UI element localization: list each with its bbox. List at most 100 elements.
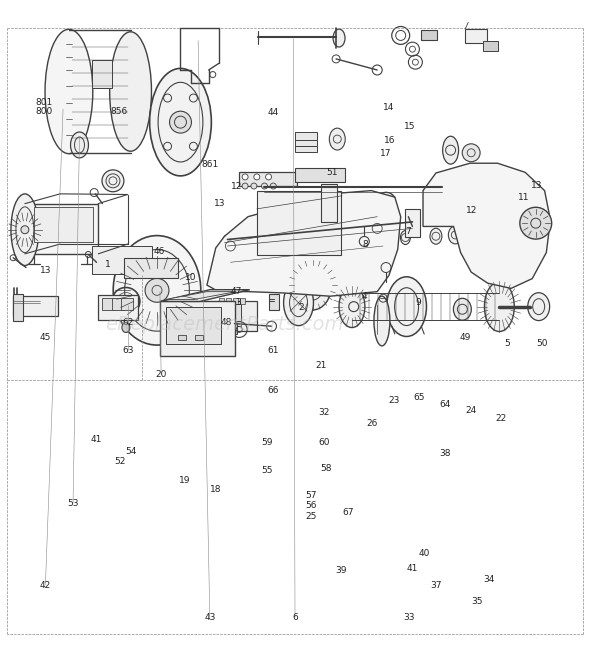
Circle shape <box>242 183 248 189</box>
Ellipse shape <box>169 111 191 133</box>
Bar <box>226 298 231 304</box>
Bar <box>112 298 124 310</box>
Ellipse shape <box>430 229 442 244</box>
Ellipse shape <box>122 322 130 333</box>
Ellipse shape <box>284 280 313 326</box>
Text: 7: 7 <box>405 227 411 236</box>
Ellipse shape <box>527 293 550 320</box>
Text: 13: 13 <box>531 181 543 190</box>
Bar <box>160 301 235 356</box>
Circle shape <box>462 144 480 162</box>
Text: 21: 21 <box>316 361 327 370</box>
Text: 19: 19 <box>179 476 191 485</box>
Text: 42: 42 <box>40 580 51 590</box>
Ellipse shape <box>467 223 484 244</box>
Bar <box>239 172 297 186</box>
Text: 53: 53 <box>67 499 79 508</box>
Circle shape <box>261 183 267 189</box>
Bar <box>268 293 278 310</box>
Ellipse shape <box>45 29 93 154</box>
Text: 62: 62 <box>123 318 134 327</box>
Circle shape <box>270 183 276 189</box>
Circle shape <box>251 183 257 189</box>
Text: 64: 64 <box>439 400 450 409</box>
Text: 11: 11 <box>518 193 530 202</box>
Bar <box>166 307 221 345</box>
Bar <box>295 168 345 182</box>
Ellipse shape <box>11 194 39 265</box>
Text: 43: 43 <box>204 613 215 622</box>
Bar <box>178 335 185 341</box>
Text: 40: 40 <box>418 549 430 558</box>
Text: 67: 67 <box>342 508 353 517</box>
Text: 32: 32 <box>319 408 330 417</box>
Text: 56: 56 <box>306 501 317 510</box>
Text: 60: 60 <box>319 438 330 447</box>
Circle shape <box>242 174 248 180</box>
Text: 66: 66 <box>267 386 279 395</box>
Text: 14: 14 <box>384 103 395 111</box>
Ellipse shape <box>386 277 427 337</box>
Text: 39: 39 <box>335 565 346 574</box>
Text: 20: 20 <box>155 370 167 379</box>
Ellipse shape <box>222 234 232 251</box>
Bar <box>13 296 58 316</box>
Ellipse shape <box>374 296 390 346</box>
Bar <box>121 298 133 310</box>
Ellipse shape <box>150 68 211 176</box>
Text: 3: 3 <box>235 298 241 307</box>
Circle shape <box>520 207 552 239</box>
Text: 49: 49 <box>460 333 471 343</box>
Text: 23: 23 <box>388 396 399 405</box>
Bar <box>322 184 337 222</box>
Bar <box>295 146 317 152</box>
Text: 45: 45 <box>40 333 51 342</box>
Circle shape <box>254 174 260 180</box>
Text: 22: 22 <box>495 414 506 423</box>
Text: 57: 57 <box>306 491 317 500</box>
Bar <box>103 298 114 310</box>
Bar <box>195 335 203 341</box>
Text: 5: 5 <box>504 339 510 348</box>
Text: 861: 861 <box>201 160 218 169</box>
Polygon shape <box>424 168 545 283</box>
Bar <box>123 258 178 278</box>
Bar <box>99 295 138 320</box>
Text: 801: 801 <box>35 98 53 107</box>
Ellipse shape <box>71 132 88 158</box>
Ellipse shape <box>448 226 463 244</box>
Ellipse shape <box>339 286 365 328</box>
Ellipse shape <box>333 29 345 47</box>
Bar <box>483 41 498 50</box>
Ellipse shape <box>110 32 152 151</box>
Text: 52: 52 <box>114 457 126 466</box>
Text: eReplacementParts.com: eReplacementParts.com <box>106 315 344 334</box>
Ellipse shape <box>329 128 345 150</box>
Polygon shape <box>25 204 99 254</box>
Circle shape <box>178 316 201 339</box>
Polygon shape <box>166 291 236 299</box>
Bar <box>219 298 224 304</box>
Bar <box>295 132 317 140</box>
Bar <box>295 140 317 145</box>
Text: 46: 46 <box>153 247 165 255</box>
Text: 4: 4 <box>362 291 367 301</box>
Text: 24: 24 <box>466 407 477 415</box>
Text: 856: 856 <box>110 107 127 115</box>
Text: 13: 13 <box>214 199 225 208</box>
Text: 48: 48 <box>221 318 232 328</box>
Text: 63: 63 <box>123 346 134 355</box>
Bar <box>219 324 237 333</box>
Text: 12: 12 <box>231 181 242 191</box>
Text: 38: 38 <box>439 449 451 458</box>
Ellipse shape <box>294 260 332 310</box>
Text: 2: 2 <box>298 303 304 312</box>
Text: 10: 10 <box>185 273 196 282</box>
Ellipse shape <box>258 236 288 273</box>
Text: 35: 35 <box>471 597 483 606</box>
Text: 50: 50 <box>536 339 548 348</box>
Text: 55: 55 <box>261 466 273 476</box>
Bar <box>93 60 112 88</box>
Bar <box>232 298 238 304</box>
Text: 47: 47 <box>231 287 242 296</box>
